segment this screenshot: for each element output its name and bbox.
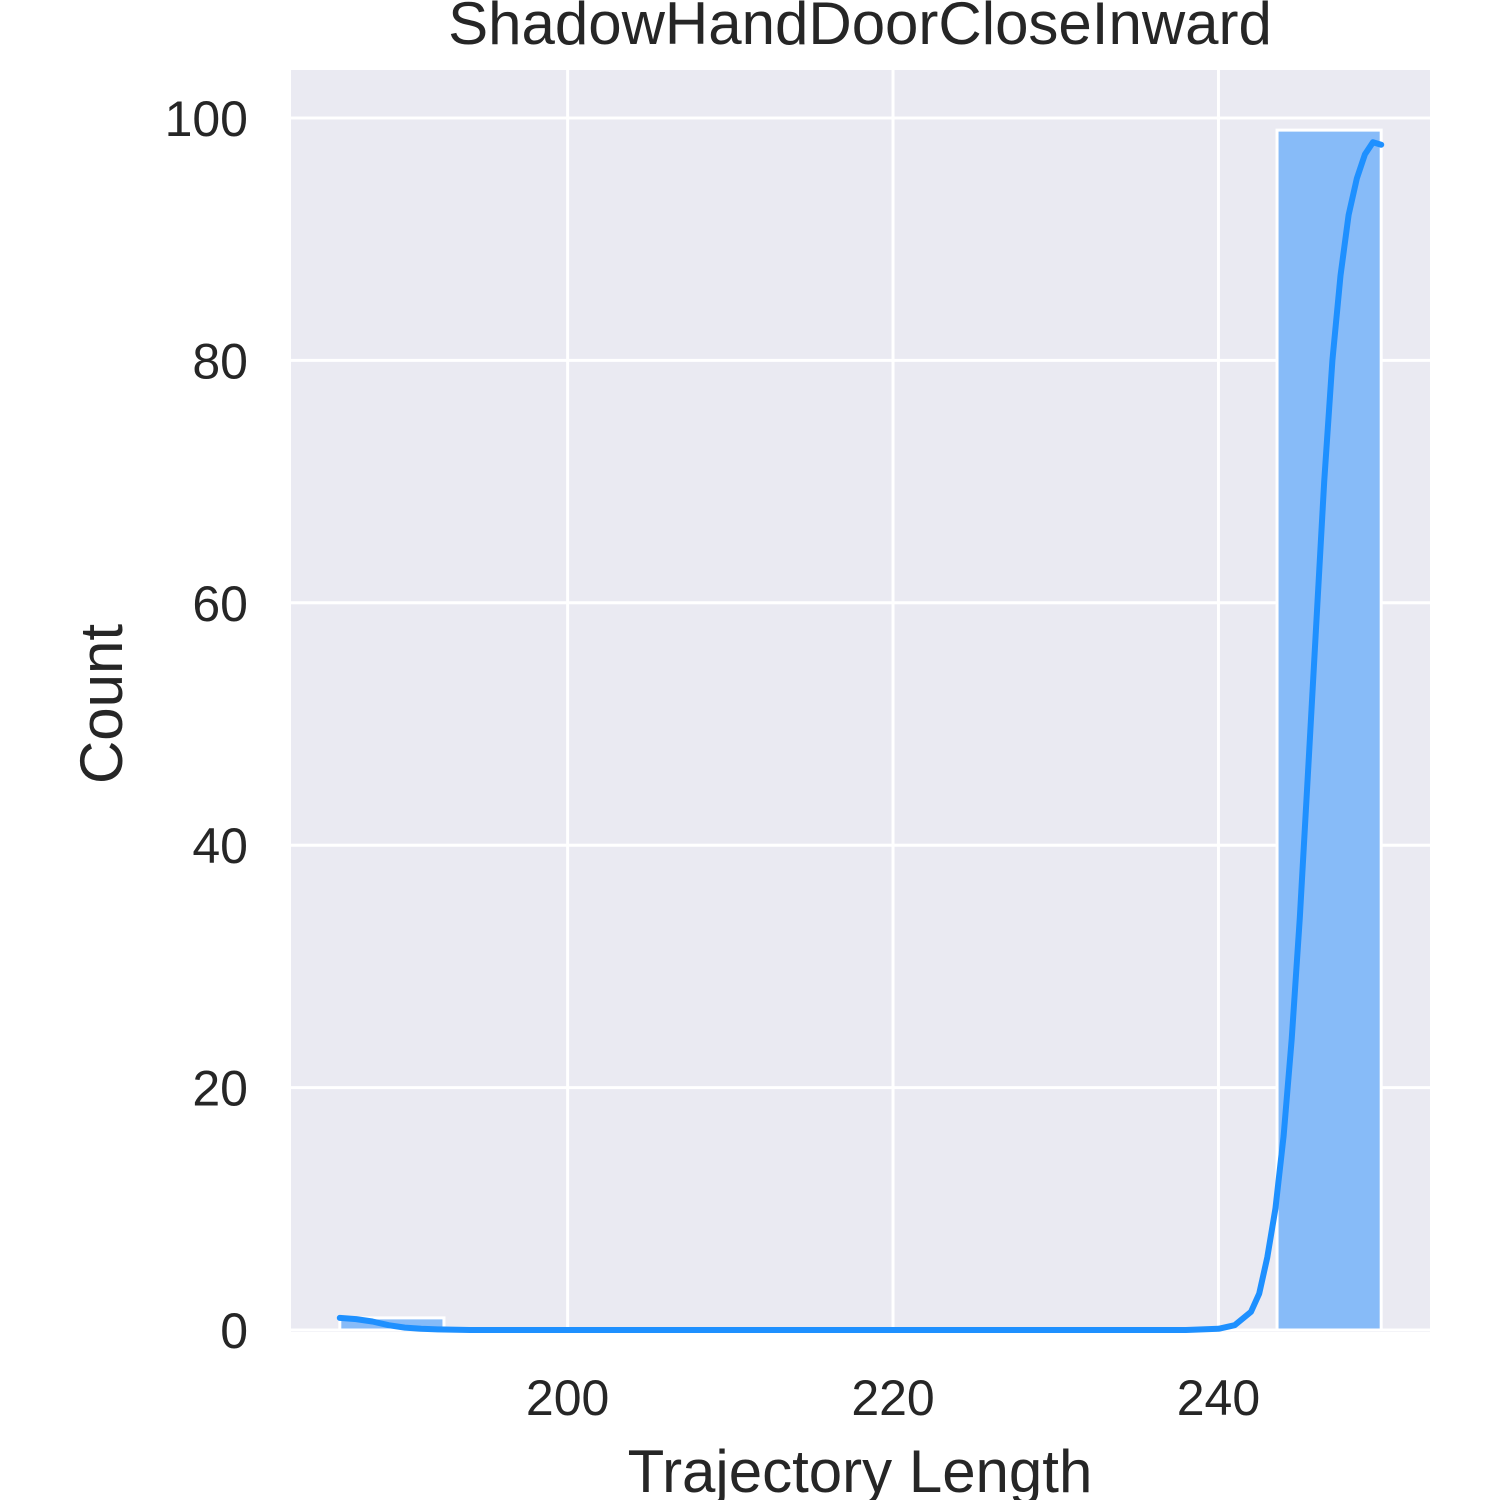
x-tick-label: 220 [851,1370,934,1426]
histogram-bar [1275,128,1383,1332]
x-tick-labels: 200 220 240 [526,1370,1260,1426]
chart-title: ShadowHandDoorCloseInward [448,0,1272,57]
y-tick-label: 80 [192,333,248,389]
y-tick-label: 20 [192,1061,248,1117]
x-tick-label: 200 [526,1370,609,1426]
kde-curve-group [336,139,1385,1333]
y-tick-label: 40 [192,818,248,874]
y-axis-label: Count [68,624,135,784]
y-tick-label: 60 [192,576,248,632]
x-axis-label: Trajectory Length [628,1438,1093,1500]
y-tick-label: 0 [220,1303,248,1359]
kde-curve [336,139,1385,1333]
y-tick-label: 100 [165,91,248,147]
histogram-bars [338,128,1383,1332]
x-tick-label: 240 [1177,1370,1260,1426]
plot-background [291,70,1430,1332]
y-tick-labels: 0 20 40 60 80 100 [165,91,248,1359]
